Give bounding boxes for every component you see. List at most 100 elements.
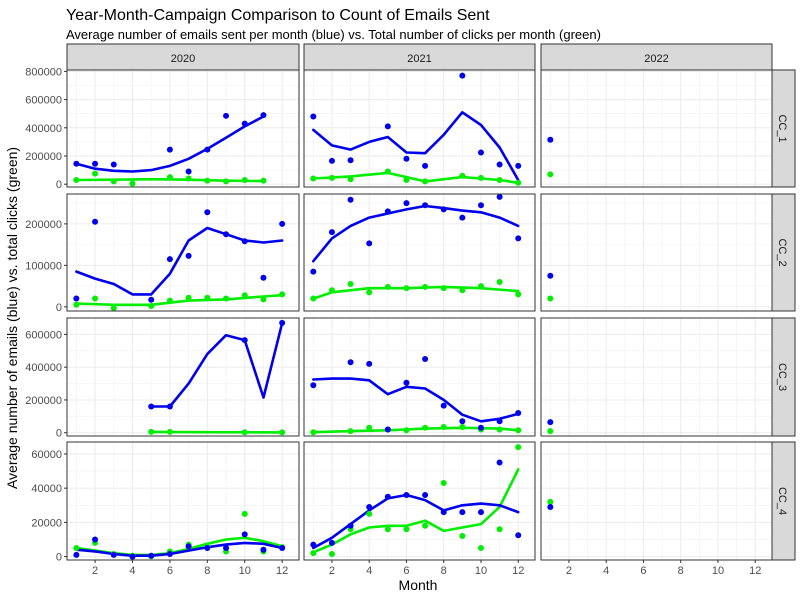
clicks-point [185,175,192,182]
x-tick-label: 12 [512,565,524,577]
panel-background [541,442,772,560]
emails-point [403,379,410,386]
emails-point [260,112,267,119]
clicks-point [547,498,554,505]
emails-point [148,552,155,559]
emails-point [204,146,211,153]
emails-point [166,551,173,558]
emails-point [347,157,354,164]
x-tick-label: 10 [712,565,724,577]
clicks-point [403,176,410,183]
emails-point [223,112,230,119]
emails-point [73,160,80,167]
clicks-point [422,283,429,290]
column-strip-label-2022: 2022 [644,53,668,65]
x-axis-title: Month [399,577,438,593]
y-tick-label: 100000 [25,260,62,272]
clicks-point [459,287,466,294]
clicks-point [547,428,554,435]
clicks-point [366,289,373,296]
emails-point [477,202,484,209]
emails-point [328,539,335,546]
clicks-point [310,295,317,302]
clicks-point [459,423,466,430]
x-tick-label: 2 [329,565,335,577]
y-tick-label: 40000 [31,483,62,495]
y-tick-label: 800000 [25,66,62,78]
emails-smooth-line [312,204,520,263]
emails-point [459,72,466,79]
clicks-point [515,179,522,186]
emails-point [166,403,173,410]
emails-point [185,168,192,175]
clicks-point [260,296,267,303]
emails-point [440,509,447,516]
clicks-point [110,178,117,185]
y-tick-label: 400000 [25,123,62,135]
emails-point [496,193,503,200]
panel-border [303,441,536,561]
y-tick-label: 60000 [31,449,62,461]
clicks-point [166,174,173,181]
x-tick-label: 6 [403,565,409,577]
emails-point [73,295,80,302]
clicks-point [92,295,99,302]
clicks-point [92,170,99,177]
clicks-smooth-line [312,171,520,185]
emails-point [328,229,335,236]
clicks-point [366,424,373,431]
emails-point [148,403,155,410]
emails-point [185,252,192,259]
x-tick-label: 6 [640,565,646,577]
emails-point [185,543,192,550]
emails-point [422,202,429,209]
clicks-point [422,178,429,185]
y-tick-label: 600000 [25,95,62,107]
clicks-point [279,291,286,298]
row-strip-label-CC_3: CC_3 [776,363,788,391]
emails-point [496,418,503,425]
clicks-point [403,526,410,533]
column-strip-2022 [540,43,773,71]
x-tick-label: 8 [678,565,684,577]
emails-point [73,551,80,558]
clicks-point [384,283,391,290]
emails-point [347,359,354,366]
x-tick-label: 10 [239,565,251,577]
clicks-point [241,292,248,299]
x-tick-label: 2 [566,565,572,577]
panel-border [540,193,773,312]
column-strip-label-2020: 2020 [171,53,195,65]
emails-point [310,268,317,275]
clicks-point [477,174,484,181]
x-tick-label: 6 [167,565,173,577]
emails-point [515,410,522,417]
clicks-point [477,545,484,552]
clicks-point [384,526,391,533]
panel-background [67,318,299,436]
clicks-point [496,526,503,533]
clicks-point [241,429,248,436]
emails-smooth-line [312,377,520,423]
emails-point [347,522,354,529]
emails-point [496,161,503,168]
emails-smooth-line [75,541,284,557]
clicks-point [515,427,522,434]
chart-subtitle: Average number of emails sent per month … [66,27,601,42]
emails-point [515,162,522,169]
x-tick-label: 8 [441,565,447,577]
emails-point [477,509,484,516]
emails-point [459,418,466,425]
clicks-point [204,177,211,184]
clicks-point [328,551,335,558]
emails-smooth-line [312,111,520,182]
emails-point [166,146,173,153]
column-strip-label-2021: 2021 [407,53,431,65]
emails-point [403,492,410,499]
panel-background [304,70,535,187]
emails-point [223,231,230,238]
y-tick-label: 400000 [25,362,62,374]
emails-point [110,161,117,168]
emails-point [440,206,447,213]
emails-point [110,551,117,558]
